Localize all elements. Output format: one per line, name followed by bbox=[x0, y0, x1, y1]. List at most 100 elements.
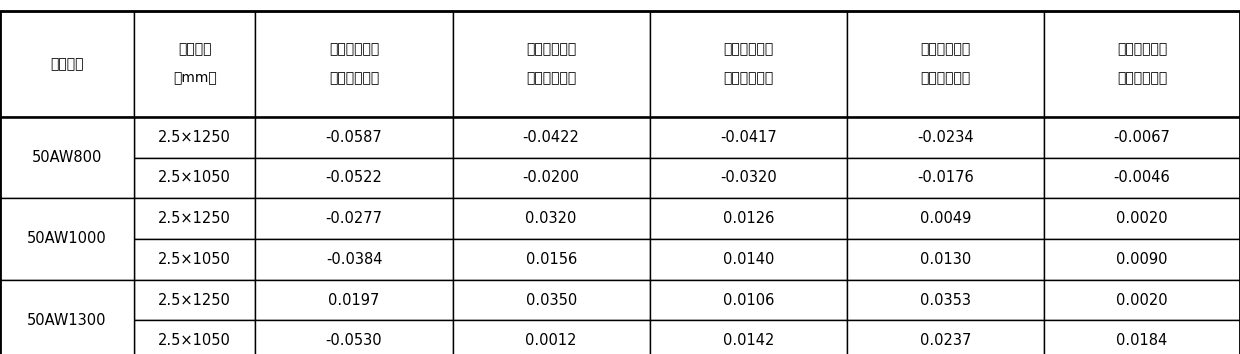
Text: 0.0130: 0.0130 bbox=[920, 252, 971, 267]
Text: -0.0046: -0.0046 bbox=[1114, 170, 1171, 185]
Text: 2.5×1050: 2.5×1050 bbox=[159, 170, 231, 185]
Text: 2.5×1250: 2.5×1250 bbox=[159, 292, 231, 308]
Text: -0.0277: -0.0277 bbox=[326, 211, 382, 226]
Bar bbox=[1044, 239, 1240, 280]
Bar bbox=[0, 117, 134, 158]
Bar bbox=[255, 11, 453, 117]
Text: 0.0140: 0.0140 bbox=[723, 252, 774, 267]
Bar bbox=[134, 117, 255, 158]
Text: 0.0320: 0.0320 bbox=[526, 211, 577, 226]
Bar bbox=[0, 280, 134, 354]
Bar bbox=[1044, 11, 1240, 117]
Text: -0.0417: -0.0417 bbox=[720, 130, 776, 145]
Bar bbox=[134, 320, 255, 354]
Text: -0.0384: -0.0384 bbox=[326, 252, 382, 267]
Bar bbox=[134, 158, 255, 198]
Text: 50AW800: 50AW800 bbox=[32, 150, 102, 165]
Bar bbox=[255, 320, 453, 354]
Bar bbox=[847, 158, 1044, 198]
Bar bbox=[453, 280, 650, 320]
Text: 第５架精轧机: 第５架精轧机 bbox=[1117, 42, 1167, 56]
Bar bbox=[650, 239, 847, 280]
Bar bbox=[0, 158, 134, 198]
Bar bbox=[847, 239, 1044, 280]
Text: 0.0012: 0.0012 bbox=[526, 333, 577, 348]
Bar bbox=[255, 280, 453, 320]
Text: -0.0422: -0.0422 bbox=[523, 130, 579, 145]
Text: 第１架精轧机: 第１架精轧机 bbox=[329, 42, 379, 56]
Bar bbox=[1, 117, 133, 198]
Text: 0.0020: 0.0020 bbox=[1116, 292, 1168, 308]
Text: 2.5×1250: 2.5×1250 bbox=[159, 130, 231, 145]
Text: 0.0126: 0.0126 bbox=[723, 211, 774, 226]
Bar bbox=[134, 11, 255, 117]
Text: （mm）: （mm） bbox=[172, 72, 217, 86]
Bar bbox=[255, 158, 453, 198]
Bar bbox=[0, 11, 134, 117]
Bar bbox=[1044, 280, 1240, 320]
Text: -0.0176: -0.0176 bbox=[918, 170, 973, 185]
Bar bbox=[0, 117, 134, 198]
Bar bbox=[650, 117, 847, 158]
Text: 设定前滑系数: 设定前滑系数 bbox=[526, 72, 577, 86]
Text: 0.0350: 0.0350 bbox=[526, 292, 577, 308]
Bar bbox=[847, 280, 1044, 320]
Text: 0.0020: 0.0020 bbox=[1116, 211, 1168, 226]
Bar bbox=[0, 239, 134, 280]
Text: -0.0200: -0.0200 bbox=[523, 170, 579, 185]
Text: 0.0142: 0.0142 bbox=[723, 333, 774, 348]
Text: 2.5×1050: 2.5×1050 bbox=[159, 333, 231, 348]
Bar bbox=[255, 198, 453, 239]
Bar bbox=[1044, 158, 1240, 198]
Bar bbox=[0, 198, 134, 239]
Text: 设定前滑系数: 设定前滑系数 bbox=[723, 72, 774, 86]
Bar bbox=[453, 117, 650, 158]
Bar bbox=[453, 11, 650, 117]
Bar bbox=[1044, 320, 1240, 354]
Text: 设定前滑系数: 设定前滑系数 bbox=[920, 72, 971, 86]
Text: -0.0320: -0.0320 bbox=[720, 170, 776, 185]
Text: 轧制规格: 轧制规格 bbox=[177, 42, 212, 56]
Text: 第２架精轧机: 第２架精轧机 bbox=[526, 42, 577, 56]
Bar bbox=[650, 320, 847, 354]
Bar bbox=[134, 198, 255, 239]
Bar bbox=[650, 11, 847, 117]
Bar bbox=[1044, 198, 1240, 239]
Text: 0.0156: 0.0156 bbox=[526, 252, 577, 267]
Text: 0.0106: 0.0106 bbox=[723, 292, 774, 308]
Bar bbox=[134, 239, 255, 280]
Bar bbox=[650, 198, 847, 239]
Text: -0.0530: -0.0530 bbox=[326, 333, 382, 348]
Bar bbox=[255, 239, 453, 280]
Text: 设定前滑系数: 设定前滑系数 bbox=[1117, 72, 1167, 86]
Bar bbox=[1044, 117, 1240, 158]
Text: 50AW1300: 50AW1300 bbox=[27, 313, 107, 328]
Text: -0.0587: -0.0587 bbox=[326, 130, 382, 145]
Text: 0.0049: 0.0049 bbox=[920, 211, 971, 226]
Text: 0.0197: 0.0197 bbox=[329, 292, 379, 308]
Bar bbox=[650, 158, 847, 198]
Bar bbox=[453, 320, 650, 354]
Text: 0.0237: 0.0237 bbox=[920, 333, 971, 348]
Text: 设定前滑系数: 设定前滑系数 bbox=[329, 72, 379, 86]
Text: 第３架精轧机: 第３架精轧机 bbox=[723, 42, 774, 56]
Bar bbox=[847, 11, 1044, 117]
Bar bbox=[0, 280, 134, 320]
Bar bbox=[650, 280, 847, 320]
Bar bbox=[1, 199, 133, 279]
Text: -0.0522: -0.0522 bbox=[326, 170, 382, 185]
Text: 0.0090: 0.0090 bbox=[1116, 252, 1168, 267]
Text: -0.0234: -0.0234 bbox=[918, 130, 973, 145]
Bar bbox=[255, 117, 453, 158]
Bar bbox=[0, 198, 134, 280]
Bar bbox=[134, 280, 255, 320]
Bar bbox=[453, 158, 650, 198]
Text: 50AW1000: 50AW1000 bbox=[27, 232, 107, 246]
Bar bbox=[453, 239, 650, 280]
Bar bbox=[847, 117, 1044, 158]
Text: -0.0067: -0.0067 bbox=[1114, 130, 1171, 145]
Text: 2.5×1250: 2.5×1250 bbox=[159, 211, 231, 226]
Text: 0.0353: 0.0353 bbox=[920, 292, 971, 308]
Bar bbox=[1, 280, 133, 354]
Bar bbox=[0, 320, 134, 354]
